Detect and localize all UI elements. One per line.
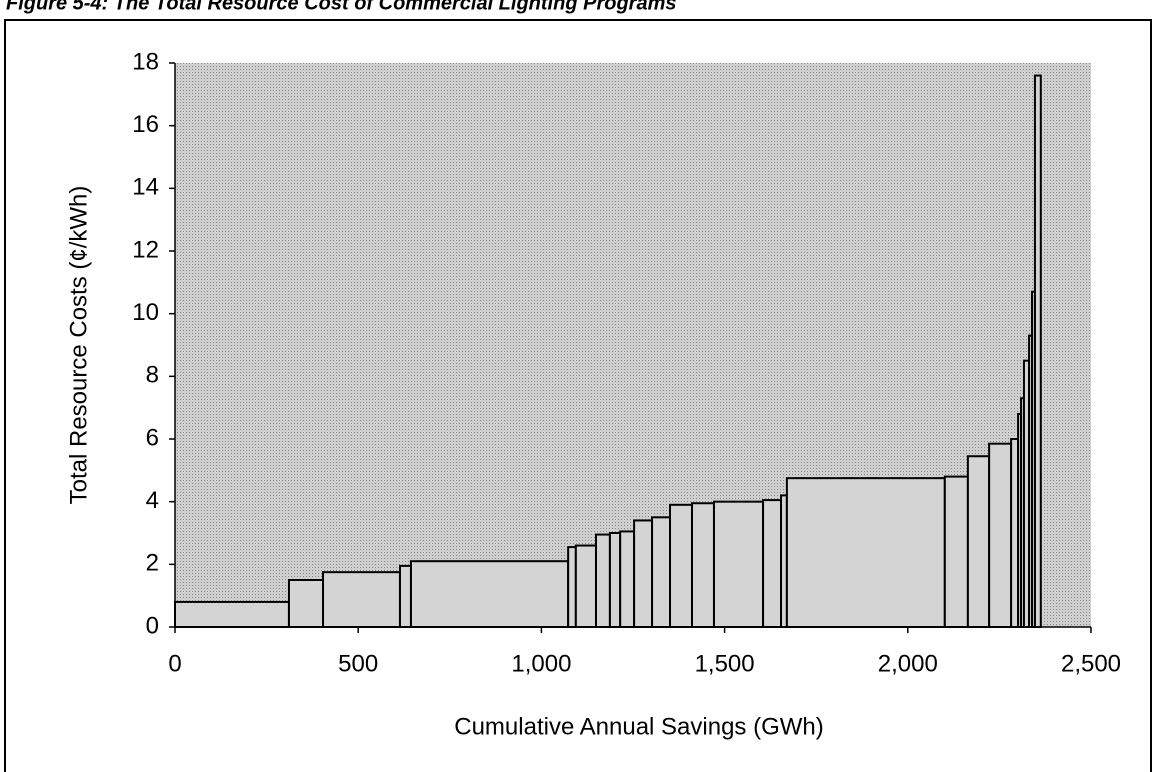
bar [762, 499, 783, 629]
x-axis-label: Cumulative Annual Savings (GWh) [454, 713, 824, 740]
bar [785, 477, 946, 628]
bar [287, 579, 325, 628]
y-tick-label: 14 [132, 174, 159, 201]
y-tick-label: 10 [132, 299, 159, 326]
bar [1010, 438, 1020, 628]
y-tick-label: 4 [146, 487, 159, 514]
bar [943, 475, 969, 628]
y-tick-label: 0 [146, 612, 159, 639]
bar [409, 560, 570, 629]
x-tick-label: 2,000 [878, 650, 938, 677]
bar [608, 532, 622, 628]
y-axis-label: Total Resource Costs (¢/kWh) [65, 186, 92, 505]
y-tick-label: 16 [132, 111, 159, 138]
bar [669, 503, 693, 628]
bar [322, 571, 401, 629]
y-tick-label: 8 [146, 362, 159, 389]
x-tick-label: 500 [338, 650, 378, 677]
y-tick-label: 6 [146, 424, 159, 451]
bar [633, 519, 654, 629]
x-tick-label: 2,500 [1061, 650, 1121, 677]
bar [712, 500, 765, 628]
bar [690, 502, 715, 629]
chart-title: Figure 5-4: The Total Resource Cost of C… [6, 0, 676, 14]
bar [1033, 74, 1042, 629]
bar [567, 546, 577, 628]
y-tick-label: 18 [132, 48, 159, 75]
bar [174, 600, 290, 629]
x-tick-label: 1,500 [695, 650, 755, 677]
x-tick-label: 0 [168, 650, 181, 677]
y-tick-label: 2 [146, 550, 159, 577]
bar [966, 455, 991, 628]
y-tick-label: 12 [132, 236, 159, 263]
bar [398, 564, 412, 629]
bar [594, 533, 611, 628]
x-tick-label: 1,000 [511, 650, 571, 677]
bar [988, 442, 1013, 629]
bar [574, 544, 597, 628]
bar [651, 516, 672, 628]
bar [619, 530, 636, 629]
chart-frame [4, 19, 1152, 772]
